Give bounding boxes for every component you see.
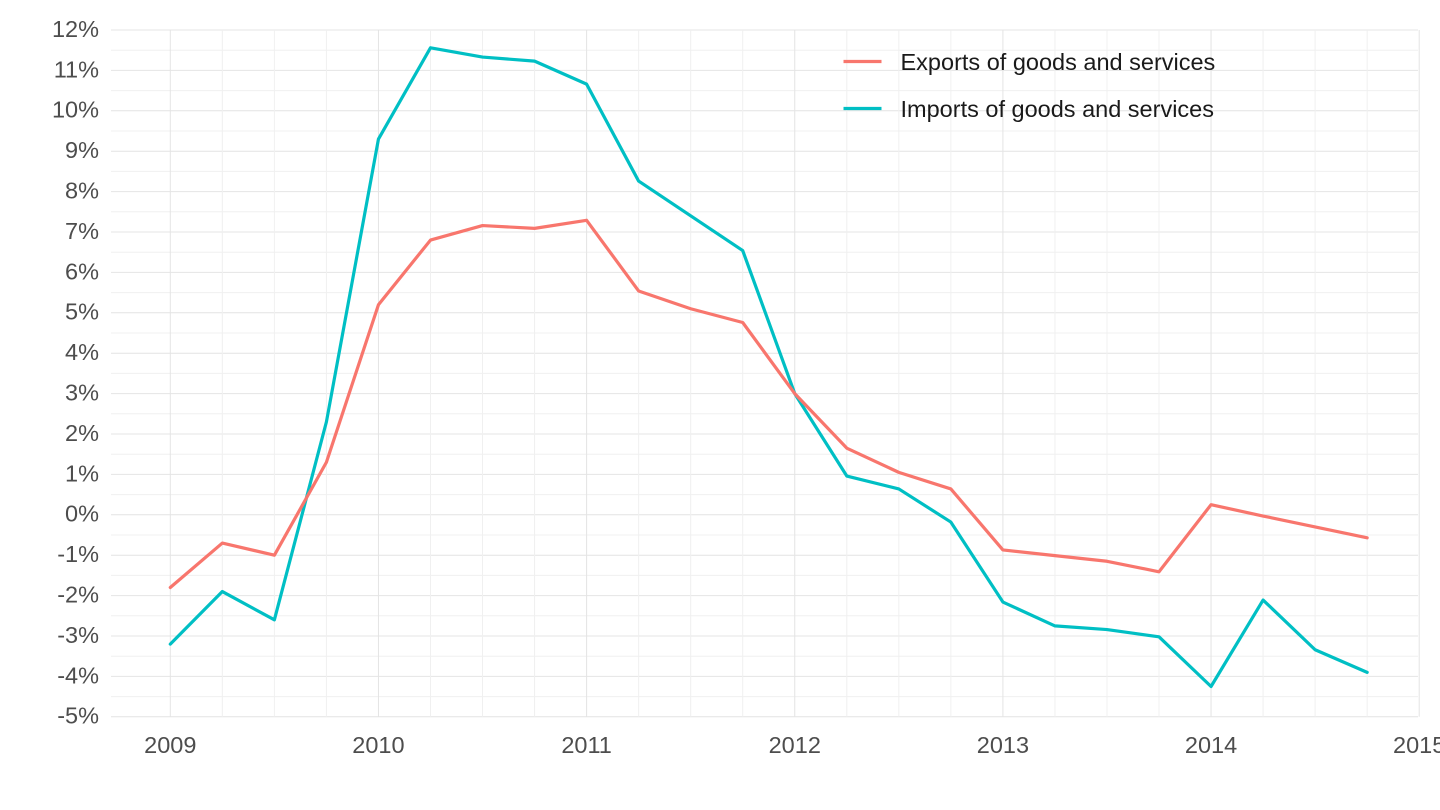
svg-text:4%: 4% [65, 339, 99, 365]
svg-text:1%: 1% [65, 460, 99, 486]
svg-text:12%: 12% [52, 16, 99, 42]
svg-text:2015: 2015 [1393, 732, 1440, 758]
svg-text:2014: 2014 [1185, 732, 1237, 758]
svg-text:-1%: -1% [57, 541, 99, 567]
svg-text:8%: 8% [65, 178, 99, 204]
svg-text:3%: 3% [65, 380, 99, 406]
svg-text:2013: 2013 [977, 732, 1029, 758]
svg-text:Imports of goods and services: Imports of goods and services [901, 96, 1215, 122]
svg-text:5%: 5% [65, 299, 99, 325]
svg-text:2%: 2% [65, 420, 99, 446]
svg-text:-4%: -4% [57, 662, 99, 688]
svg-text:-2%: -2% [57, 582, 99, 608]
svg-text:2010: 2010 [352, 732, 404, 758]
svg-text:2009: 2009 [144, 732, 196, 758]
svg-text:2011: 2011 [561, 732, 612, 758]
svg-text:6%: 6% [65, 258, 99, 284]
svg-text:7%: 7% [65, 218, 99, 244]
svg-text:10%: 10% [52, 97, 99, 123]
svg-text:-3%: -3% [57, 622, 99, 648]
svg-text:-5%: -5% [57, 703, 99, 729]
svg-text:9%: 9% [65, 137, 99, 163]
svg-text:11%: 11% [54, 56, 99, 82]
svg-text:0%: 0% [65, 501, 99, 527]
svg-text:2012: 2012 [769, 732, 821, 758]
svg-text:Exports of goods and services: Exports of goods and services [901, 49, 1216, 75]
